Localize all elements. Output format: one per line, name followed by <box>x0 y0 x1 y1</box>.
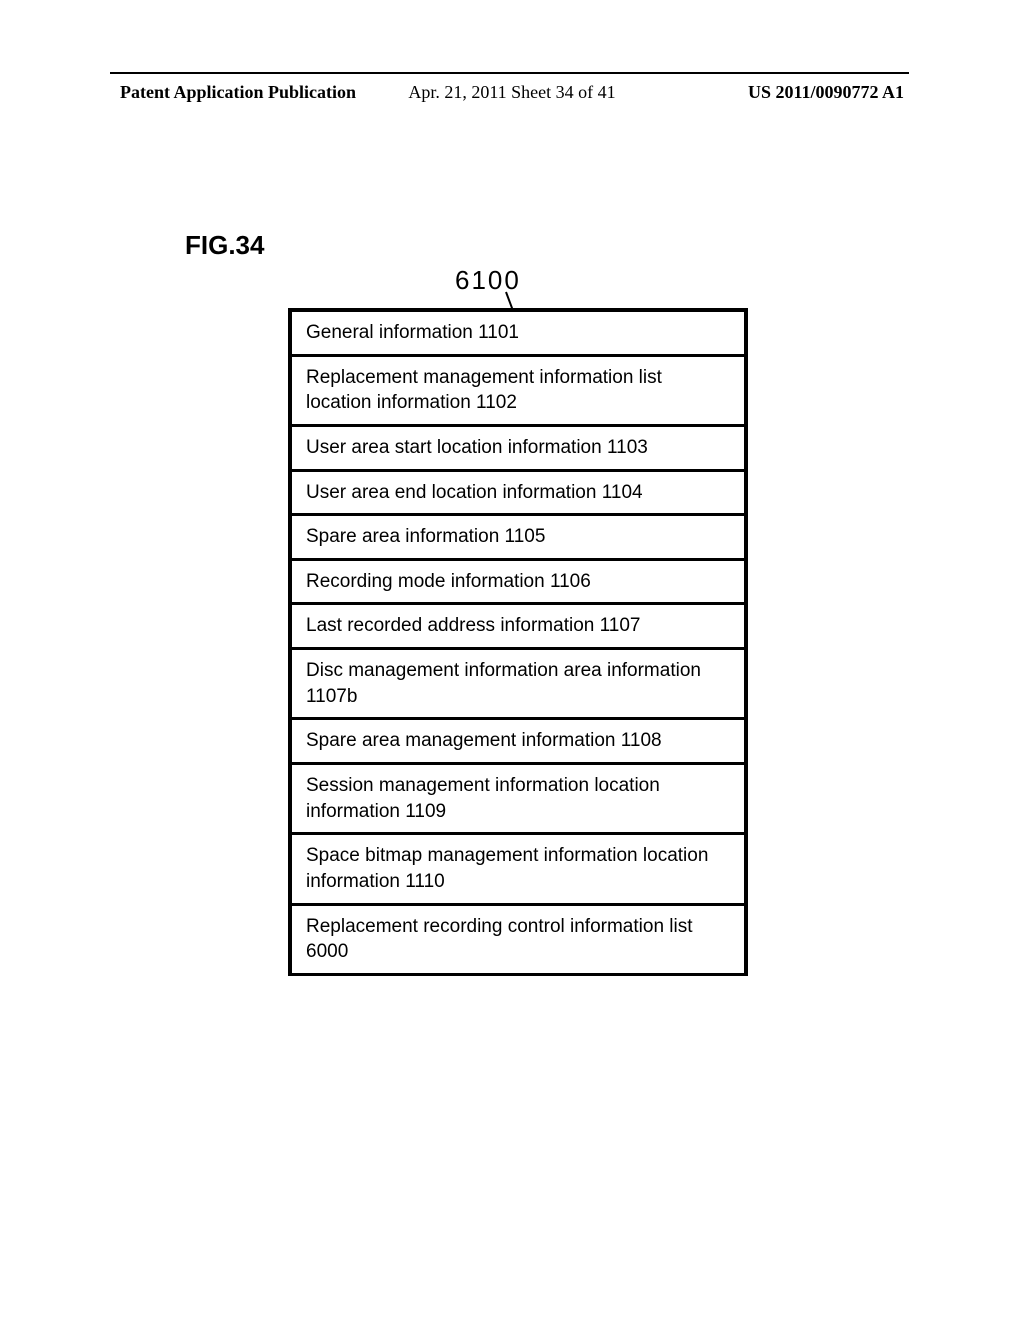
table-row: Last recorded address information 1107 <box>292 605 744 650</box>
table-row: Disc management information area informa… <box>292 650 744 720</box>
table-row: Spare area information 1105 <box>292 516 744 561</box>
table-row: User area start location information 110… <box>292 427 744 472</box>
header-center-text: Apr. 21, 2011 Sheet 34 of 41 <box>408 82 615 103</box>
header-left-text: Patent Application Publication <box>120 82 356 103</box>
header-rule <box>110 72 909 74</box>
table-row: General information 1101 <box>292 312 744 357</box>
table-row: Replacement management information list … <box>292 357 744 427</box>
patent-page: Patent Application Publication Apr. 21, … <box>0 0 1024 1320</box>
header-right-text: US 2011/0090772 A1 <box>748 82 904 103</box>
table-row: Recording mode information 1106 <box>292 561 744 606</box>
table-row: Session management information location … <box>292 765 744 835</box>
info-structure-table: General information 1101 Replacement man… <box>288 308 748 976</box>
table-row: Replacement recording control informatio… <box>292 906 744 973</box>
table-row: Spare area management information 1108 <box>292 720 744 765</box>
table-row: User area end location information 1104 <box>292 472 744 517</box>
figure-label: FIG.34 <box>185 230 264 261</box>
table-row: Space bitmap management information loca… <box>292 835 744 905</box>
